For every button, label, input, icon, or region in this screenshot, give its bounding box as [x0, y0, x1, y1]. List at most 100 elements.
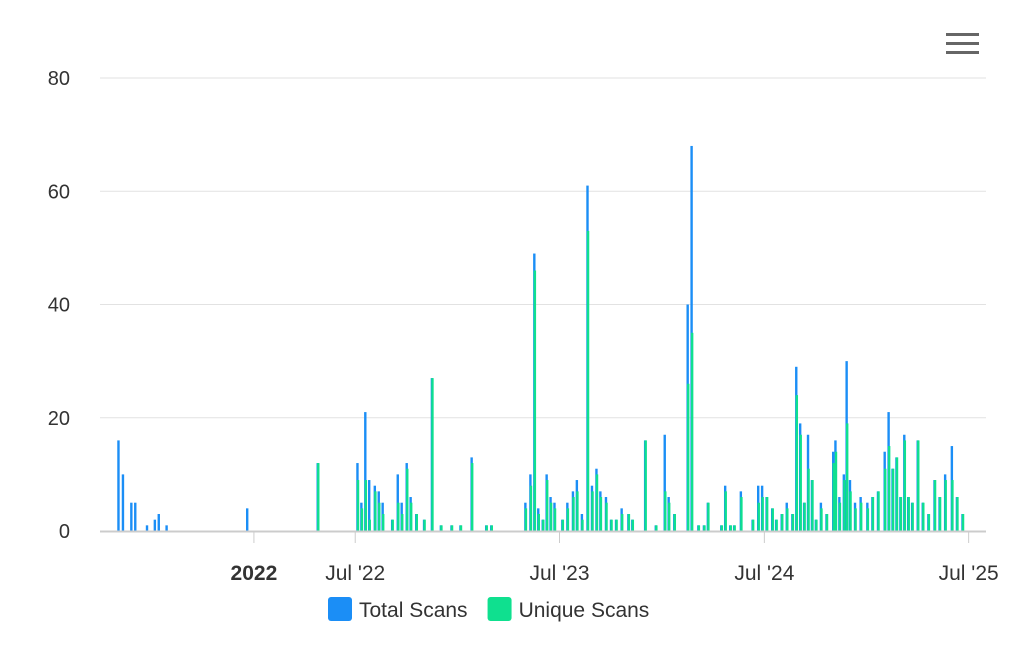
bar[interactable] [799, 434, 802, 531]
bar[interactable] [751, 519, 755, 531]
bar[interactable] [121, 474, 125, 532]
bar[interactable] [786, 508, 789, 531]
bar[interactable] [859, 502, 863, 531]
bar[interactable] [364, 480, 368, 531]
bar[interactable] [887, 446, 891, 531]
bar[interactable] [145, 525, 149, 531]
bar[interactable] [529, 485, 533, 531]
bar[interactable] [397, 502, 400, 531]
bar[interactable] [720, 525, 724, 531]
bar[interactable] [485, 525, 488, 531]
bar[interactable] [895, 457, 899, 531]
bar[interactable] [595, 474, 599, 532]
bar[interactable] [938, 497, 942, 531]
bar[interactable] [440, 525, 443, 531]
bar[interactable] [627, 514, 631, 531]
bar[interactable] [697, 525, 701, 531]
bar[interactable] [771, 508, 774, 531]
bar[interactable] [903, 440, 907, 531]
bar[interactable] [382, 514, 385, 531]
bar[interactable] [664, 491, 667, 531]
bar[interactable] [423, 519, 426, 531]
legend-item-total-scans[interactable]: Total Scans [328, 597, 468, 622]
bar[interactable] [884, 468, 887, 531]
bar[interactable] [368, 480, 371, 531]
legend-item-unique-scans[interactable]: Unique Scans [487, 597, 650, 622]
bar[interactable] [356, 480, 360, 531]
bar[interactable] [922, 502, 925, 531]
bar[interactable] [761, 497, 764, 531]
bar[interactable] [866, 508, 870, 531]
bar[interactable] [459, 525, 463, 531]
bar[interactable] [729, 525, 732, 531]
bar[interactable] [431, 378, 434, 531]
bar[interactable] [153, 519, 157, 531]
bar[interactable] [409, 502, 413, 531]
bar[interactable] [668, 502, 671, 531]
bar[interactable] [655, 525, 658, 531]
bar[interactable] [956, 497, 959, 531]
bar[interactable] [572, 497, 575, 531]
bar[interactable] [581, 519, 584, 531]
bar[interactable] [524, 508, 528, 531]
bar[interactable] [663, 434, 666, 531]
bar[interactable] [911, 502, 914, 531]
bar[interactable] [703, 525, 706, 531]
bar[interactable] [549, 502, 553, 531]
bar[interactable] [849, 491, 852, 531]
bar[interactable] [537, 514, 540, 531]
bar[interactable] [961, 514, 965, 531]
bar[interactable] [368, 519, 371, 531]
chart-menu-button[interactable] [942, 26, 984, 60]
bar[interactable] [673, 514, 677, 531]
bar[interactable] [117, 440, 120, 531]
bar[interactable] [621, 514, 624, 531]
bar[interactable] [740, 497, 743, 531]
bar[interactable] [944, 480, 947, 531]
bar[interactable] [644, 440, 647, 531]
bar[interactable] [820, 508, 823, 531]
bar[interactable] [807, 468, 810, 531]
bar[interactable] [825, 514, 829, 531]
bar[interactable] [933, 480, 937, 531]
bar[interactable] [891, 468, 895, 531]
bar[interactable] [791, 514, 795, 531]
bar[interactable] [561, 519, 565, 531]
bar[interactable] [605, 502, 608, 531]
bar[interactable] [542, 519, 545, 531]
bar[interactable] [687, 383, 690, 531]
bar[interactable] [815, 519, 818, 531]
bar[interactable] [591, 491, 594, 531]
bar[interactable] [615, 519, 618, 531]
bar[interactable] [838, 502, 842, 531]
bar[interactable] [832, 463, 835, 531]
bar[interactable] [781, 514, 784, 531]
bar[interactable] [246, 508, 249, 531]
bar[interactable] [391, 519, 394, 531]
bar[interactable] [490, 525, 493, 531]
bar[interactable] [130, 502, 133, 531]
bar[interactable] [871, 497, 875, 531]
bar[interactable] [378, 502, 381, 531]
bar[interactable] [757, 502, 760, 531]
bar[interactable] [317, 463, 320, 531]
bar[interactable] [401, 514, 404, 531]
bar[interactable] [360, 508, 364, 531]
bar[interactable] [951, 480, 954, 531]
bar[interactable] [415, 514, 418, 531]
bar[interactable] [733, 525, 736, 531]
bar[interactable] [811, 480, 814, 531]
bar[interactable] [450, 525, 454, 531]
bar[interactable] [471, 463, 474, 531]
bar[interactable] [546, 480, 549, 531]
bar[interactable] [406, 468, 409, 531]
bar[interactable] [707, 502, 710, 531]
bar[interactable] [724, 491, 727, 531]
bar[interactable] [917, 440, 920, 531]
bar[interactable] [364, 412, 367, 531]
bar[interactable] [610, 519, 613, 531]
bar[interactable] [854, 508, 857, 531]
bar[interactable] [533, 270, 537, 531]
bar[interactable] [795, 395, 799, 531]
bar[interactable] [690, 332, 694, 531]
